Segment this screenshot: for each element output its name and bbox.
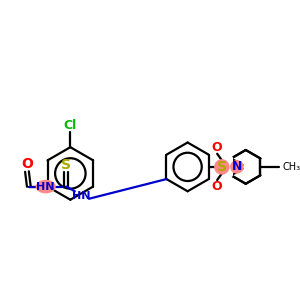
Text: O: O (21, 157, 33, 171)
Text: HN: HN (72, 191, 91, 201)
Ellipse shape (36, 181, 55, 193)
Text: O: O (212, 180, 223, 193)
Ellipse shape (231, 161, 243, 173)
Text: Cl: Cl (64, 119, 77, 132)
Text: O: O (212, 141, 223, 154)
Text: S: S (61, 158, 71, 172)
Text: CH₃: CH₃ (283, 162, 300, 172)
Text: N: N (232, 160, 242, 173)
Text: HN: HN (37, 182, 55, 192)
Ellipse shape (215, 160, 229, 174)
Text: S: S (217, 160, 227, 174)
